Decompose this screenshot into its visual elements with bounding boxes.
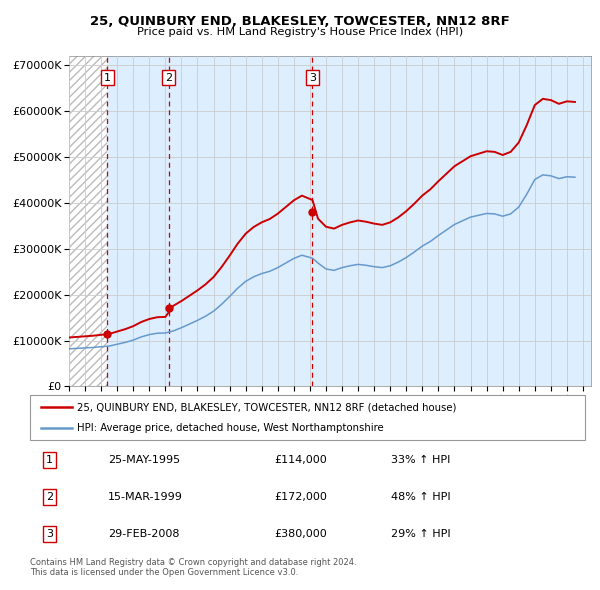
Text: 1: 1 [104,73,111,83]
FancyBboxPatch shape [30,395,585,440]
Text: 33% ↑ HPI: 33% ↑ HPI [391,455,450,465]
Text: £172,000: £172,000 [274,492,327,502]
Text: 25, QUINBURY END, BLAKESLEY, TOWCESTER, NN12 8RF (detached house): 25, QUINBURY END, BLAKESLEY, TOWCESTER, … [77,402,457,412]
Text: 3: 3 [309,73,316,83]
Text: 25, QUINBURY END, BLAKESLEY, TOWCESTER, NN12 8RF: 25, QUINBURY END, BLAKESLEY, TOWCESTER, … [90,15,510,28]
Text: 2: 2 [165,73,172,83]
Text: 1: 1 [46,455,53,465]
Text: 29% ↑ HPI: 29% ↑ HPI [391,529,451,539]
Text: 25-MAY-1995: 25-MAY-1995 [108,455,180,465]
Text: HPI: Average price, detached house, West Northamptonshire: HPI: Average price, detached house, West… [77,422,384,432]
Text: £114,000: £114,000 [274,455,327,465]
Text: £380,000: £380,000 [274,529,327,539]
Text: 48% ↑ HPI: 48% ↑ HPI [391,492,451,502]
Text: 15-MAR-1999: 15-MAR-1999 [108,492,182,502]
Text: Price paid vs. HM Land Registry's House Price Index (HPI): Price paid vs. HM Land Registry's House … [137,27,463,37]
Text: 29-FEB-2008: 29-FEB-2008 [108,529,179,539]
Text: This data is licensed under the Open Government Licence v3.0.: This data is licensed under the Open Gov… [30,568,298,576]
Bar [69,56,107,386]
Text: Contains HM Land Registry data © Crown copyright and database right 2024.: Contains HM Land Registry data © Crown c… [30,558,356,566]
Text: 3: 3 [46,529,53,539]
Text: 2: 2 [46,492,53,502]
